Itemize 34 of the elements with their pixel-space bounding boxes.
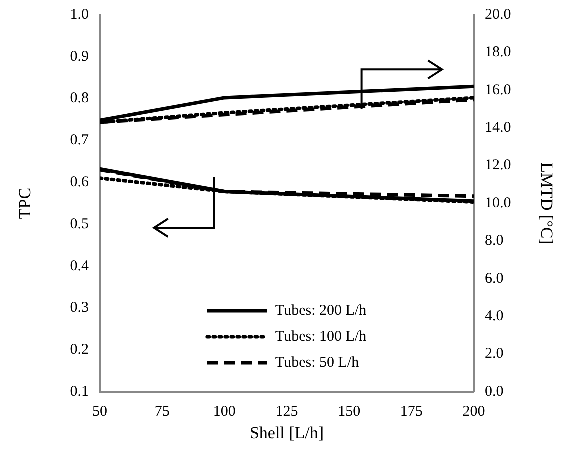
y-tick-label: 0.9 <box>70 48 89 65</box>
y2-tick-label: 14.0 <box>485 120 512 136</box>
x-tick-label: 150 <box>338 404 361 420</box>
y2-axis-title: LMTD [°C] <box>537 162 556 244</box>
y2-tick-label: 6.0 <box>485 270 504 287</box>
x-tick-label: 100 <box>213 404 236 420</box>
y-tick-label: 0.1 <box>70 384 89 400</box>
y-tick-label: 0.4 <box>70 258 90 274</box>
y-tick-label: 0.7 <box>70 132 90 149</box>
x-axis-title: Shell [L/h] <box>250 423 324 442</box>
y2-tick-label: 10.0 <box>485 195 512 212</box>
y2-tick-label: 2.0 <box>485 346 504 362</box>
x-tick-label: 175 <box>400 404 423 420</box>
x-tick-label: 75 <box>154 404 170 420</box>
y-tick-label: 0.6 <box>70 174 90 190</box>
y2-tick-label: 16.0 <box>485 82 512 98</box>
x-tick-label: 50 <box>92 404 108 420</box>
y-tick-label: 0.8 <box>70 90 89 107</box>
y-axis-title: TPC <box>16 188 35 220</box>
y2-tick-label: 0.0 <box>485 384 504 400</box>
y2-tick-label: 4.0 <box>485 308 504 325</box>
y2-tick-label: 18.0 <box>485 44 512 61</box>
y-tick-label: 0.5 <box>70 216 89 232</box>
y2-tick-label: 20.0 <box>485 6 512 23</box>
x-tick-label: 125 <box>276 404 298 420</box>
y2-tick-label: 8.0 <box>485 233 504 250</box>
legend-label: Tubes: 50 L/h <box>275 354 360 371</box>
y-tick-label: 0.2 <box>70 342 89 358</box>
y2-tick-label: 12.0 <box>485 158 512 174</box>
y-tick-label: 1.0 <box>70 6 89 23</box>
legend-label: Tubes: 100 L/h <box>275 328 368 345</box>
legend-label: Tubes: 200 L/h <box>275 302 368 319</box>
y-tick-label: 0.3 <box>70 300 89 316</box>
x-tick-label: 200 <box>462 404 486 420</box>
